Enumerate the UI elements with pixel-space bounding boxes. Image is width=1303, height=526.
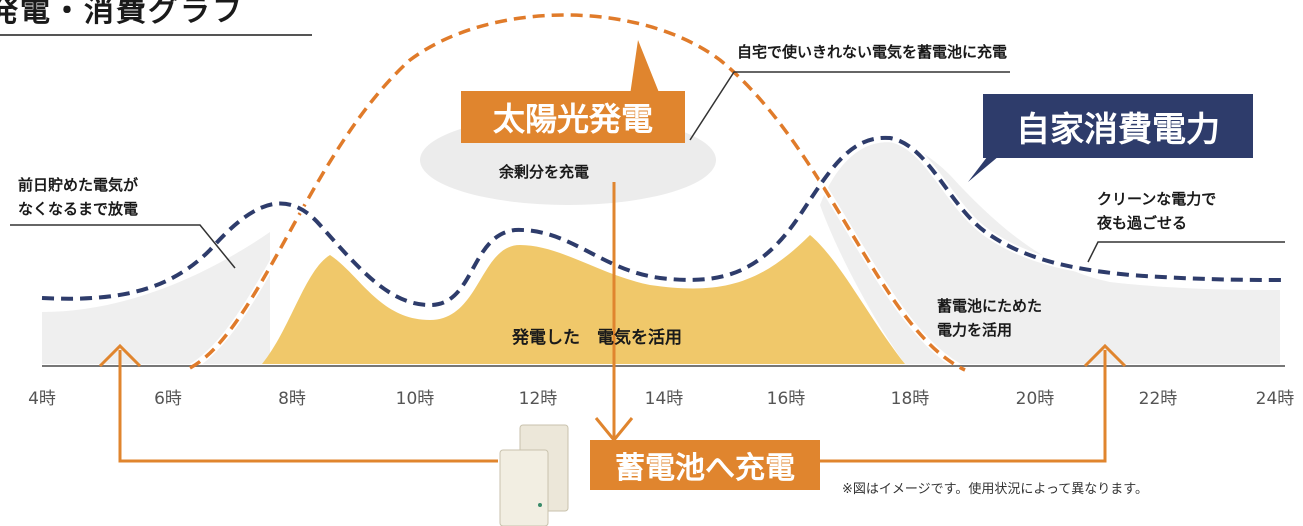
surplus-charge-text: 余剰分を充電: [499, 163, 590, 181]
tick-10: 10時: [395, 389, 435, 409]
evening-battery-area: [820, 142, 1280, 364]
tick-12: 12時: [518, 389, 558, 409]
discharge-arrow-right-head: [1083, 343, 1127, 368]
battery-use-text: 蓄電池にためた 電力を活用: [937, 297, 1043, 339]
tick-8: 8時: [278, 389, 306, 409]
tick-4: 4時: [28, 389, 56, 409]
tick-6: 6時: [154, 389, 182, 409]
solar-generation-curve: [189, 13, 966, 372]
tick-20: 20時: [1015, 389, 1055, 409]
page-title: 発電・消費グラフ: [0, 0, 244, 29]
tick-16: 16時: [766, 389, 806, 409]
footnote: ※図はイメージです。使用状況によって異なります。: [842, 482, 1148, 497]
tick-18: 18時: [890, 389, 930, 409]
solar-use-text: 発電した 電気を活用: [512, 328, 682, 348]
tick-14: 14時: [644, 389, 684, 409]
morning-discharge-text: 前日貯めた電気が なくなるまで放電: [18, 176, 139, 218]
battery-charge-label: 蓄電池へ充電: [590, 440, 820, 490]
solar-used-area: [262, 235, 905, 364]
leader-night: [1087, 241, 1285, 263]
store-excess-text: 自宅で使いきれない電気を蓄電池に充電: [737, 43, 1008, 61]
morning-battery-area: [42, 232, 270, 364]
self-consumption-label: 自家消費電力: [983, 94, 1253, 158]
discharge-arrow-right: [818, 350, 1107, 463]
tick-22: 22時: [1138, 389, 1178, 409]
tick-24: 24時: [1255, 389, 1295, 409]
battery-storage-unit-icon: [499, 424, 569, 526]
self-consumption-curve: [41, 135, 1286, 308]
solar-callout-tail: [630, 40, 660, 95]
solar-generation-label: 太陽光発電: [461, 91, 685, 143]
leader-morning: [10, 224, 236, 269]
discharge-arrow-left-head: [98, 343, 142, 368]
discharge-arrow-left: [118, 350, 498, 463]
night-clean-text: クリーンな電力で 夜も過ごせる: [1097, 190, 1217, 232]
leader-store-excess: [689, 71, 1010, 141]
title-underline: [0, 34, 312, 36]
